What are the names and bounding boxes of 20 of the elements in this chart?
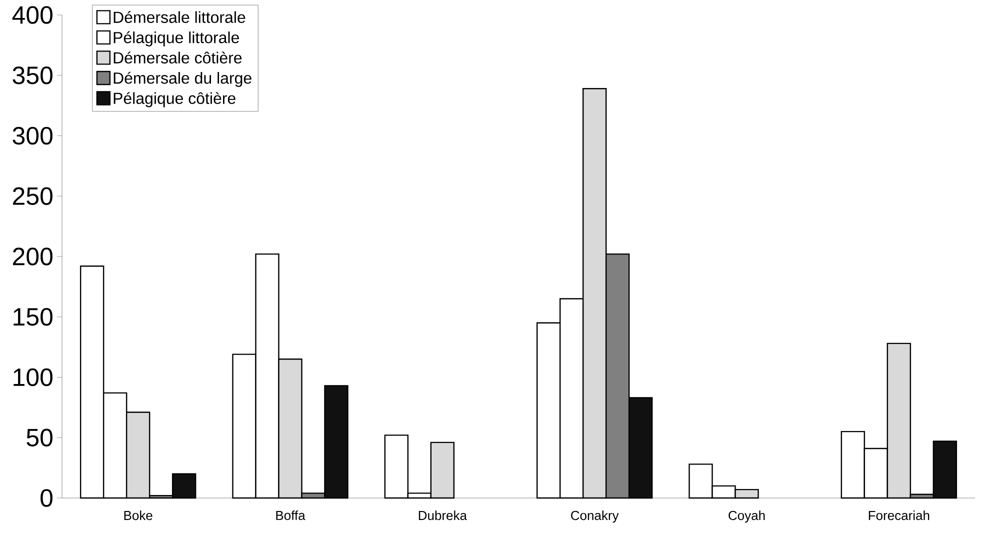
y-tick-label: 200 [13, 248, 52, 266]
y-tick-label: 100 [14, 368, 52, 386]
y-tick-label: 50 [26, 428, 52, 446]
x-tick-label: Coyah [728, 510, 765, 523]
y-tick-label: 150 [14, 308, 52, 326]
x-tick-label: Forecariah [868, 510, 930, 520]
y-tick-label: 350 [12, 66, 52, 84]
legend-label: Démersale côtière [114, 52, 242, 64]
y-tick-label: 400 [12, 6, 52, 24]
x-tick-label: Boke [124, 510, 152, 520]
x-tick-label: Boffa [276, 510, 306, 520]
legend-label: Pélagique côtière [114, 92, 236, 108]
y-tick-label: 250 [13, 187, 52, 205]
legend-label: Démersale littorale [114, 11, 246, 23]
legend-label: Pélagique littorale [114, 31, 239, 46]
x-tick-label: Conakry [571, 510, 619, 523]
y-tick-label: 300 [12, 126, 52, 145]
x-tick-label: Dubreka [418, 510, 467, 520]
y-tick-label: 0 [40, 489, 52, 507]
legend-label: Démersale du large [114, 72, 252, 87]
